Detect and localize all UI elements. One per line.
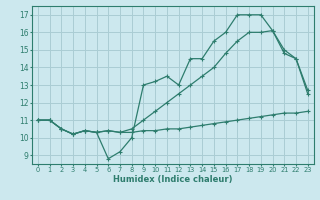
- X-axis label: Humidex (Indice chaleur): Humidex (Indice chaleur): [113, 175, 233, 184]
